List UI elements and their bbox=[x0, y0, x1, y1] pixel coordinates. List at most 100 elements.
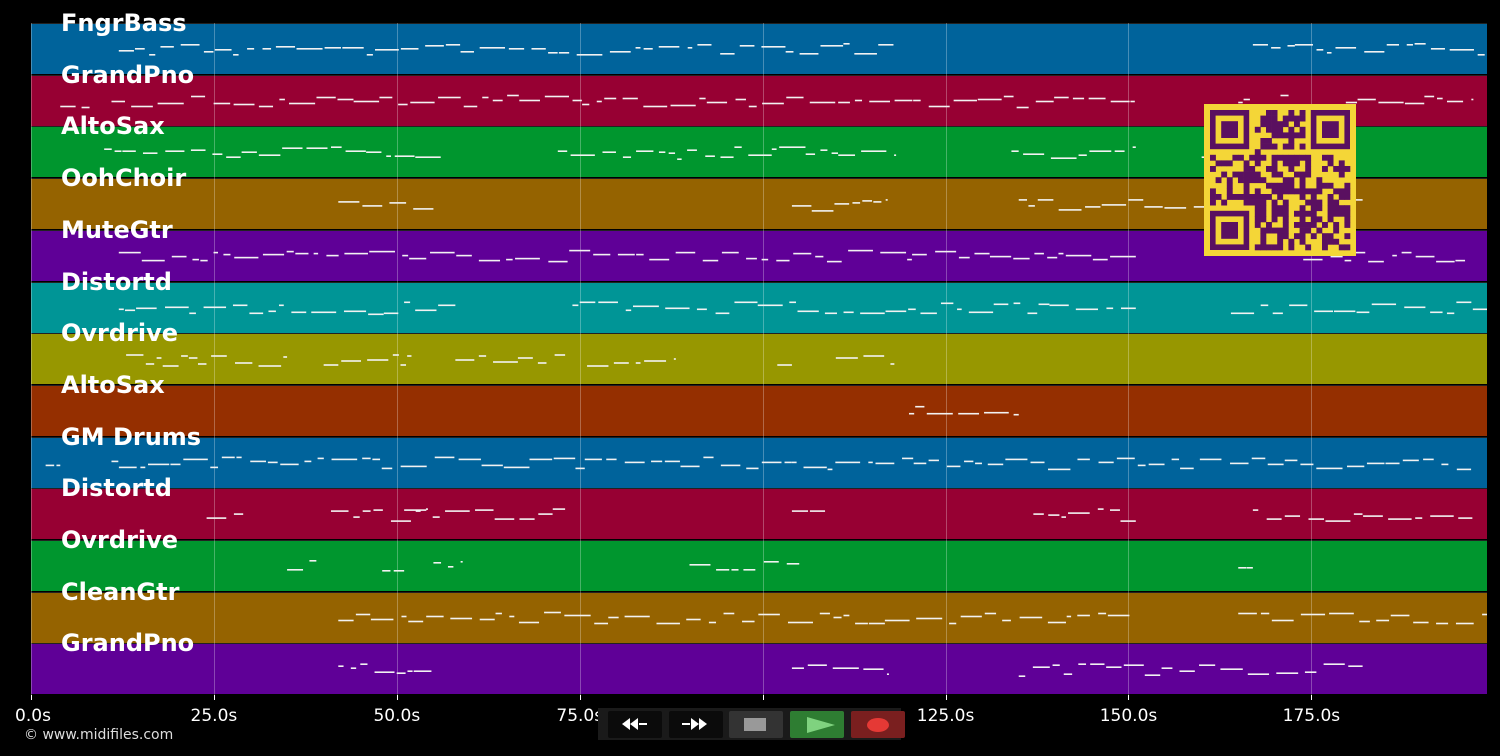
qr-module bbox=[1254, 222, 1261, 228]
qr-module bbox=[1310, 205, 1317, 212]
qr-module bbox=[1254, 216, 1261, 223]
qr-module bbox=[1249, 194, 1256, 200]
qr-code-icon bbox=[1210, 110, 1351, 251]
qr-module bbox=[1266, 121, 1272, 128]
qr-module bbox=[1226, 182, 1233, 189]
qr-module bbox=[1226, 177, 1233, 184]
qr-module bbox=[1260, 227, 1267, 234]
tick-mark bbox=[945, 695, 947, 700]
qr-module bbox=[1249, 166, 1256, 172]
qr-module bbox=[1294, 171, 1300, 178]
qr-module bbox=[1282, 182, 1289, 189]
qr-module bbox=[1271, 121, 1278, 128]
qr-module bbox=[1271, 210, 1278, 217]
qr-module bbox=[1299, 238, 1306, 245]
qr-module bbox=[1294, 233, 1300, 240]
qr-module bbox=[1238, 154, 1244, 161]
qr-module bbox=[1238, 194, 1244, 200]
qr-module bbox=[1327, 238, 1334, 245]
qr-module bbox=[1266, 194, 1272, 200]
qr-module bbox=[1288, 115, 1295, 122]
qr-module bbox=[1333, 222, 1340, 228]
qr-module bbox=[1294, 222, 1300, 228]
qr-module bbox=[1327, 216, 1334, 223]
grid-line bbox=[1128, 23, 1130, 695]
tick-label: 125.0s bbox=[916, 706, 975, 726]
qr-module bbox=[1282, 115, 1289, 122]
qr-module bbox=[1288, 110, 1295, 116]
stop-button[interactable] bbox=[729, 711, 783, 738]
qr-module bbox=[1221, 199, 1228, 206]
qr-module bbox=[1254, 210, 1261, 217]
qr-module bbox=[1299, 126, 1306, 133]
track-label: Ovrdrive bbox=[61, 319, 179, 348]
qr-module bbox=[1254, 194, 1261, 200]
qr-module bbox=[1271, 216, 1278, 223]
tick-mark bbox=[579, 695, 581, 700]
qr-module bbox=[1266, 126, 1272, 133]
fast-forward-button[interactable] bbox=[669, 711, 723, 738]
track-label: Distortd bbox=[61, 474, 172, 503]
qr-module bbox=[1243, 160, 1250, 167]
qr-module bbox=[1288, 188, 1295, 195]
qr-module bbox=[1277, 121, 1284, 128]
tick-label: 150.0s bbox=[1099, 706, 1158, 726]
track-lane bbox=[31, 540, 1487, 591]
qr-module bbox=[1266, 182, 1272, 189]
qr-module bbox=[1299, 216, 1306, 223]
play-icon bbox=[790, 717, 844, 742]
qr-module bbox=[1322, 154, 1328, 161]
qr-module bbox=[1249, 171, 1256, 178]
qr-module bbox=[1288, 126, 1295, 133]
qr-module bbox=[1282, 132, 1289, 139]
rewind-button[interactable] bbox=[608, 711, 662, 738]
qr-module bbox=[1254, 199, 1261, 206]
qr-module bbox=[1288, 143, 1295, 150]
qr-module bbox=[1344, 233, 1351, 240]
qr-module bbox=[1333, 199, 1340, 206]
qr-module bbox=[1316, 199, 1323, 206]
qr-module bbox=[1260, 233, 1267, 240]
qr-module bbox=[1288, 154, 1295, 161]
qr-module bbox=[1277, 194, 1284, 200]
qr-module bbox=[1210, 194, 1216, 200]
qr-module bbox=[1232, 154, 1239, 161]
record-button[interactable] bbox=[851, 711, 905, 738]
qr-module bbox=[1316, 227, 1323, 234]
qr-module bbox=[1299, 188, 1306, 195]
track-label: GrandPno bbox=[61, 60, 195, 89]
qr-module bbox=[1294, 188, 1300, 195]
qr-module bbox=[1282, 121, 1289, 128]
qr-module bbox=[1282, 199, 1289, 206]
qr-module bbox=[1299, 210, 1306, 217]
grid-line bbox=[396, 23, 398, 695]
qr-module bbox=[1299, 143, 1306, 150]
qr-module bbox=[1260, 138, 1267, 144]
qr-module bbox=[1210, 154, 1216, 161]
qr-module bbox=[1299, 154, 1306, 161]
track-lane bbox=[31, 643, 1487, 695]
qr-module bbox=[1210, 199, 1216, 206]
qr-module bbox=[1294, 160, 1300, 167]
qr-module bbox=[1271, 205, 1278, 212]
qr-module bbox=[1338, 188, 1345, 195]
track-label: MuteGtr bbox=[61, 215, 173, 244]
grid-line bbox=[1311, 23, 1313, 695]
tick-mark bbox=[1311, 695, 1313, 700]
record-icon bbox=[851, 718, 905, 742]
qr-module bbox=[1260, 210, 1267, 217]
qr-module bbox=[1277, 126, 1284, 133]
qr-module bbox=[1305, 154, 1312, 161]
play-button[interactable] bbox=[790, 711, 844, 738]
track-label: GM Drums bbox=[61, 422, 202, 451]
qr-module bbox=[1271, 110, 1278, 116]
fast-forward-icon bbox=[669, 718, 723, 742]
tick-mark bbox=[762, 695, 764, 700]
qr-module bbox=[1277, 244, 1284, 251]
qr-module bbox=[1344, 210, 1351, 217]
qr-module bbox=[1282, 222, 1289, 228]
qr-module bbox=[1210, 188, 1216, 195]
track-lane bbox=[31, 281, 1487, 333]
tick-label: 25.0s bbox=[190, 706, 238, 726]
